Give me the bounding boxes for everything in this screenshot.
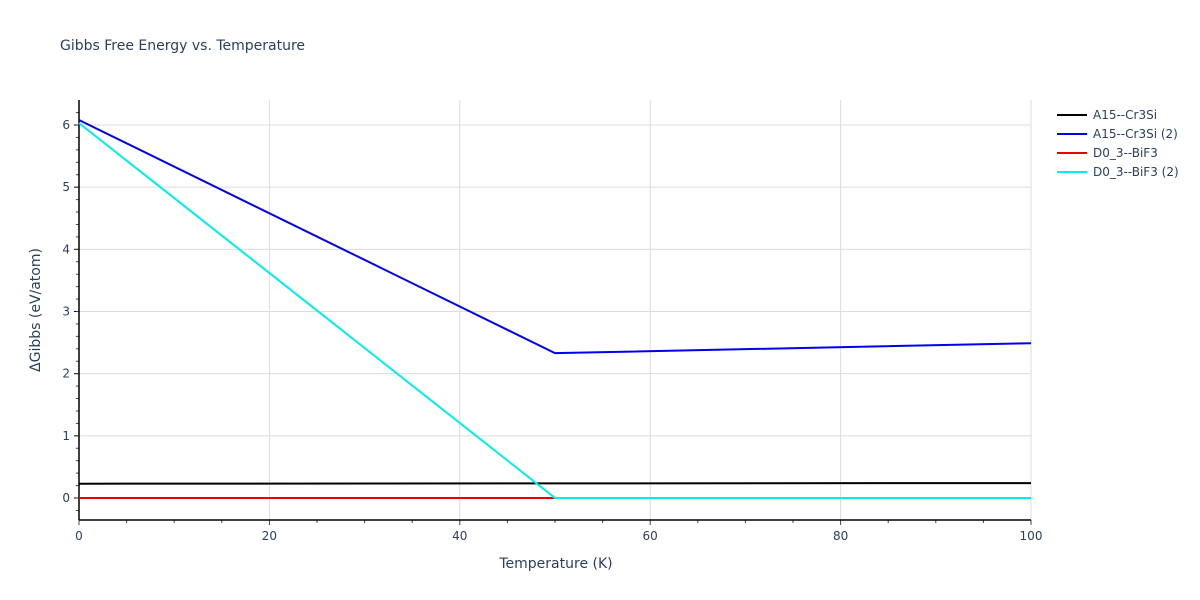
y-tick-label: 3 bbox=[62, 305, 70, 319]
legend[interactable]: A15--Cr3Si A15--Cr3Si (2) D0_3--BiF3 D0_3--… bbox=[1057, 108, 1179, 179]
y-axis: 0 1 2 3 4 5 6 bbox=[62, 100, 80, 520]
legend-item[interactable]: D0_3--BiF3 bbox=[1057, 146, 1158, 160]
legend-label: D0_3--BiF3 (2) bbox=[1093, 165, 1179, 179]
x-axis-label: Temperature (K) bbox=[498, 556, 612, 572]
y-tick-label: 1 bbox=[62, 429, 70, 443]
y-axis-label: ΔGibbs (eV/atom) bbox=[28, 248, 44, 372]
chart-title: Gibbs Free Energy vs. Temperature bbox=[60, 38, 305, 54]
x-tick-label: 40 bbox=[452, 529, 467, 543]
legend-label: A15--Cr3Si bbox=[1093, 108, 1157, 122]
series-line[interactable] bbox=[78, 482, 1032, 485]
y-tick-label: 0 bbox=[62, 491, 70, 505]
y-tick-label: 4 bbox=[62, 242, 70, 256]
legend-item[interactable]: A15--Cr3Si (2) bbox=[1057, 127, 1178, 141]
y-tick-label: 6 bbox=[62, 118, 70, 132]
x-tick-label: 20 bbox=[262, 529, 277, 543]
legend-item[interactable]: A15--Cr3Si bbox=[1057, 108, 1157, 122]
series-line[interactable] bbox=[78, 122, 1031, 499]
legend-label: A15--Cr3Si (2) bbox=[1093, 127, 1178, 141]
y-tick-label: 5 bbox=[62, 180, 70, 194]
x-tick-label: 60 bbox=[643, 529, 658, 543]
x-axis: 0 20 40 60 80 100 bbox=[75, 519, 1043, 543]
legend-item[interactable]: D0_3--BiF3 (2) bbox=[1057, 165, 1179, 179]
plot-area[interactable] bbox=[78, 119, 1032, 499]
x-tick-label: 100 bbox=[1020, 529, 1043, 543]
series-line[interactable] bbox=[78, 119, 1032, 355]
legend-label: D0_3--BiF3 bbox=[1093, 146, 1158, 160]
x-tick-label: 80 bbox=[833, 529, 848, 543]
x-tick-label: 0 bbox=[75, 529, 83, 543]
y-tick-label: 2 bbox=[62, 367, 70, 381]
gridlines bbox=[79, 100, 1032, 520]
